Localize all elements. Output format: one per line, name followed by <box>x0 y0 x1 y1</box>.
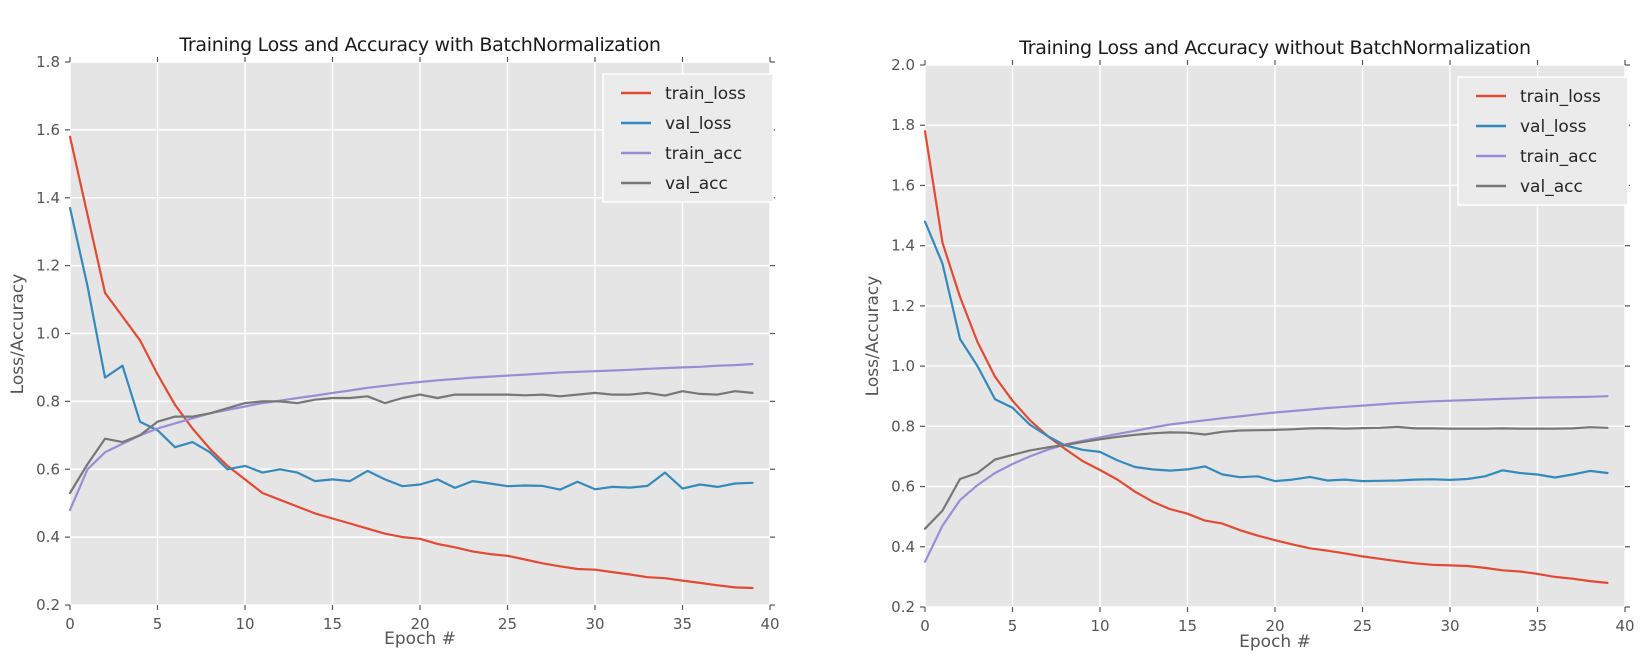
x-axis-label: Epoch # <box>384 629 456 649</box>
svg-text:0.4: 0.4 <box>36 528 60 546</box>
chart-canvas-with-batchnorm: 0 5 10 15 20 25 30 35 40 0.2 0.4 0.6 0.8 1.0 1.2 1.4 1.6… <box>36 53 779 633</box>
svg-text:40: 40 <box>1615 617 1634 635</box>
axis-ticks <box>65 57 775 610</box>
series-train_acc-line <box>68 362 754 512</box>
series-val_acc-line <box>923 425 1609 530</box>
svg-text:1.0: 1.0 <box>36 325 60 343</box>
svg-text:15: 15 <box>323 615 342 633</box>
svg-text:1.2: 1.2 <box>36 257 60 275</box>
legend-label: val_acc <box>665 174 728 194</box>
svg-text:30: 30 <box>1440 617 1459 635</box>
legend-label: train_loss <box>665 84 746 104</box>
svg-text:0.2: 0.2 <box>891 598 915 616</box>
svg-text:0.6: 0.6 <box>891 478 915 496</box>
legend-item-val_loss: val_loss <box>1476 117 1587 137</box>
svg-text:1.8: 1.8 <box>36 53 60 71</box>
svg-text:0.8: 0.8 <box>36 392 60 410</box>
legend-item-train_loss: train_loss <box>621 84 746 104</box>
x-axis-label: Epoch # <box>1239 632 1311 652</box>
svg-text:5: 5 <box>153 615 163 633</box>
svg-text:0: 0 <box>65 615 75 633</box>
chart-title: Training Loss and Accuracy without Batch… <box>1019 37 1531 59</box>
y-tick-labels: 0.2 0.4 0.6 0.8 1.0 1.2 1.4 1.6 1.8 <box>36 53 60 614</box>
legend-label: val_loss <box>1520 117 1587 137</box>
gridlines <box>924 64 1626 608</box>
svg-text:30: 30 <box>585 615 604 633</box>
svg-text:0.8: 0.8 <box>891 417 915 435</box>
y-tick-labels: 0.2 0.4 0.6 0.8 1.0 1.2 1.4 1.6 1.8 2.0 <box>891 56 915 616</box>
svg-text:40: 40 <box>760 615 779 633</box>
svg-text:1.6: 1.6 <box>891 176 915 194</box>
legend-item-train_acc: train_acc <box>621 144 742 164</box>
y-axis-label: Loss/Accuracy <box>8 273 28 395</box>
svg-text:1.2: 1.2 <box>891 297 915 315</box>
svg-text:15: 15 <box>1178 617 1197 635</box>
legend-item-val_loss: val_loss <box>621 114 732 134</box>
chart-panel-with-batchnorm: 0 5 10 15 20 25 30 35 40 0.2 0.4 0.6 0.8 1.0 1.2 1.4 1.6… <box>8 34 780 649</box>
svg-text:10: 10 <box>1090 617 1109 635</box>
legend-item-val_acc: val_acc <box>621 174 728 194</box>
y-axis-label: Loss/Accuracy <box>863 275 883 397</box>
series-val_loss-line <box>923 220 1609 483</box>
legend: train_loss val_loss train_acc val_acc <box>602 73 774 203</box>
svg-text:25: 25 <box>498 615 517 633</box>
legend-label: train_acc <box>665 144 742 164</box>
x-tick-labels: 0 5 10 15 20 25 30 35 40 <box>65 615 779 633</box>
chart-panel-without-batchnorm: 0 5 10 15 20 25 30 35 40 0.2 0.4 0.6 0.8 1.0 1.2 1.4 1.6… <box>825 0 1650 668</box>
svg-text:25: 25 <box>1353 617 1372 635</box>
svg-text:2.0: 2.0 <box>891 56 915 74</box>
svg-text:10: 10 <box>235 615 254 633</box>
svg-text:1.0: 1.0 <box>891 357 915 375</box>
legend-label: val_acc <box>1520 177 1583 197</box>
legend-label: val_loss <box>665 114 732 134</box>
chart-title: Training Loss and Accuracy with BatchNor… <box>179 34 661 56</box>
x-tick-labels: 0 5 10 15 20 25 30 35 40 <box>920 617 1634 635</box>
svg-text:20: 20 <box>1265 617 1284 635</box>
svg-text:0.2: 0.2 <box>36 596 60 614</box>
legend-label: train_acc <box>1520 147 1597 167</box>
series-train_loss-line <box>923 130 1609 585</box>
svg-text:1.8: 1.8 <box>891 116 915 134</box>
legend-item-train_acc: train_acc <box>1476 147 1597 167</box>
legend-box <box>1457 76 1629 206</box>
series-val_loss-line <box>68 206 754 491</box>
svg-text:35: 35 <box>1528 617 1547 635</box>
svg-text:0.6: 0.6 <box>36 460 60 478</box>
svg-text:35: 35 <box>673 615 692 633</box>
svg-text:0.4: 0.4 <box>891 538 915 556</box>
svg-text:5: 5 <box>1008 617 1018 635</box>
chart-canvas-without-batchnorm: 0 5 10 15 20 25 30 35 40 0.2 0.4 0.6 0.8 1.0 1.2 1.4 1.6… <box>891 56 1634 635</box>
svg-text:1.6: 1.6 <box>36 121 60 139</box>
legend-item-train_loss: train_loss <box>1476 87 1601 107</box>
svg-text:20: 20 <box>410 615 429 633</box>
legend: train_loss val_loss train_acc val_acc <box>1457 76 1629 206</box>
svg-text:1.4: 1.4 <box>36 189 60 207</box>
series-val_acc-line <box>68 390 754 495</box>
series-train_acc-line <box>923 395 1609 563</box>
svg-text:1.4: 1.4 <box>891 237 915 255</box>
legend-label: train_loss <box>1520 87 1601 107</box>
legend-item-val_acc: val_acc <box>1476 177 1583 197</box>
svg-text:0: 0 <box>920 617 930 635</box>
legend-box <box>602 73 774 203</box>
